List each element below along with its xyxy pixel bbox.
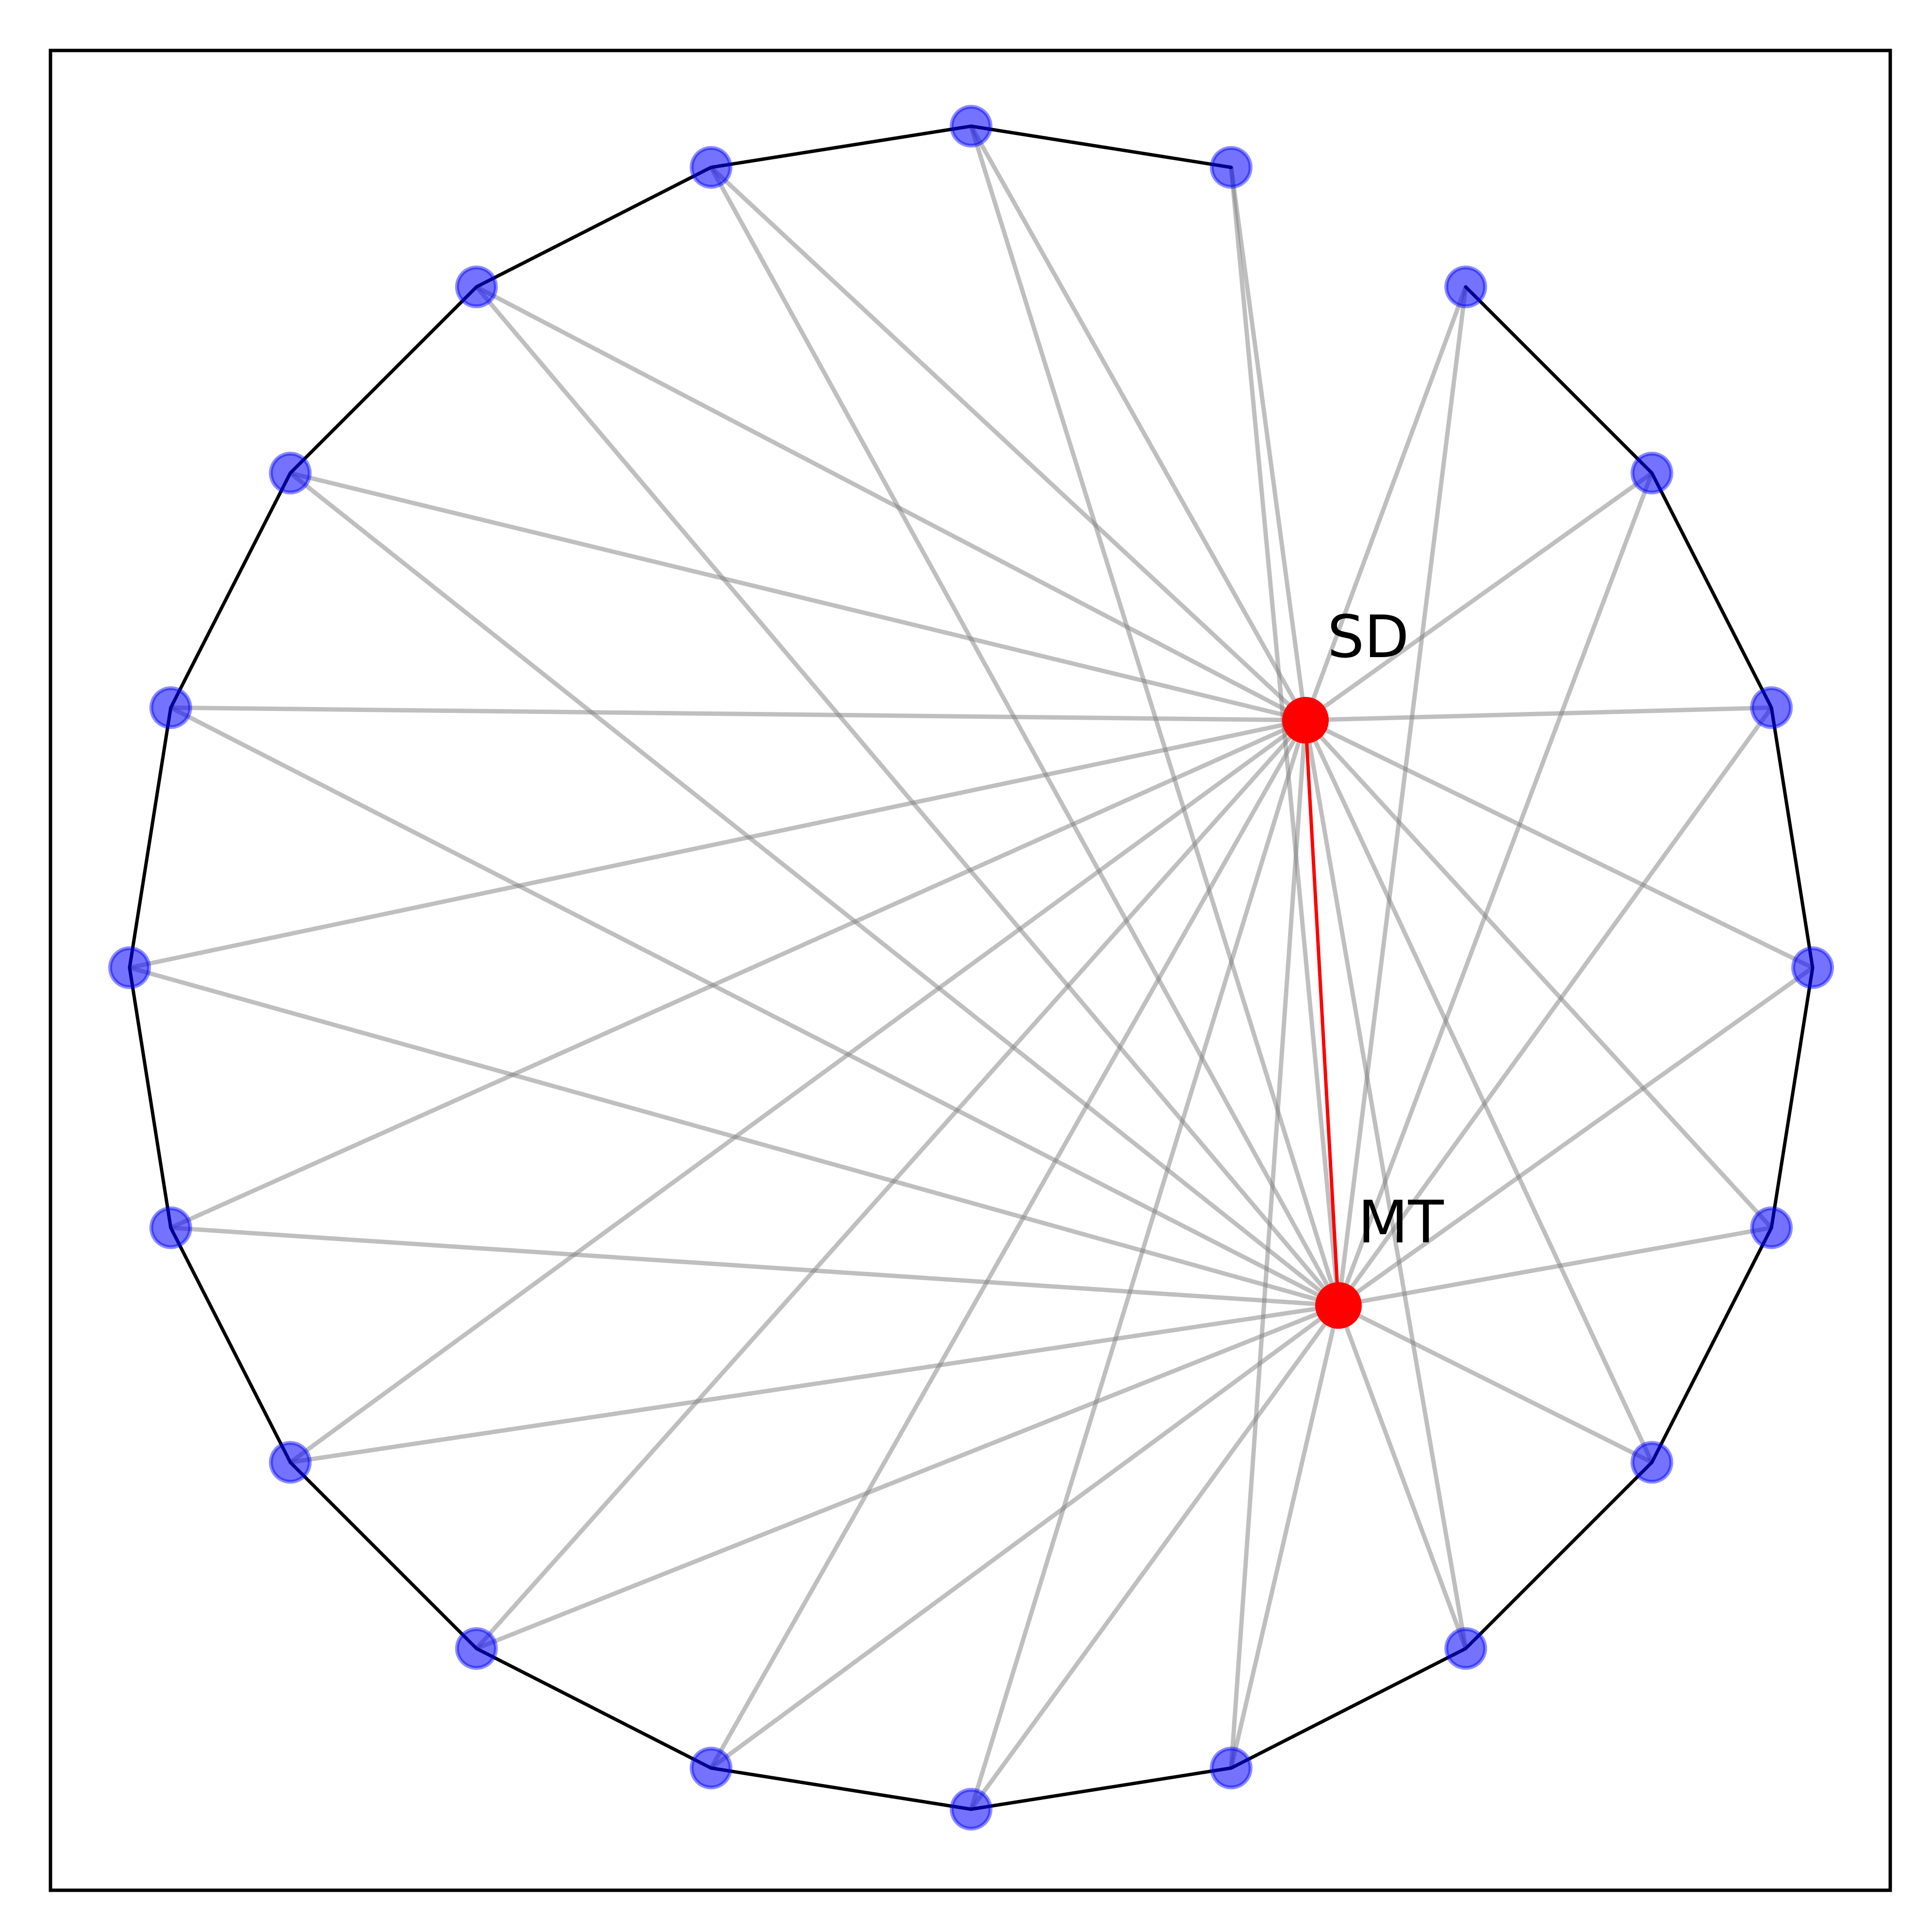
spoke-edge-sd-18 xyxy=(1303,719,1654,1464)
hub-node-sd xyxy=(1282,697,1329,743)
spoke-edge-mt-11 xyxy=(170,1225,1339,1308)
hub-label-mt: MT xyxy=(1358,1189,1444,1256)
ring-node-11 xyxy=(149,1206,192,1249)
ring-edge-11 xyxy=(169,1226,292,1464)
ring-edge-12 xyxy=(288,1460,479,1651)
ring-node-8 xyxy=(269,451,312,495)
ring-node-19 xyxy=(1750,1206,1793,1249)
ring-edge-0 xyxy=(1769,706,1815,970)
ring-node-0 xyxy=(1791,946,1834,989)
ring-edge-14 xyxy=(709,1766,973,1811)
hub-node-mt xyxy=(1315,1282,1362,1329)
spoke-edge-mt-15 xyxy=(969,1304,1340,1811)
spoke-edge-sd-8 xyxy=(290,471,1306,723)
ring-edge-9 xyxy=(128,706,173,970)
ring-node-14 xyxy=(690,1747,733,1790)
ring-edge-7 xyxy=(288,285,479,475)
spoke-edge-sd-5 xyxy=(969,125,1307,722)
ring-node-18 xyxy=(1630,1441,1673,1484)
ring-node-5 xyxy=(950,105,992,148)
spoke-edge-mt-1 xyxy=(1337,706,1773,1307)
spoke-edge-sd-15 xyxy=(969,719,1308,1810)
ring-nodes xyxy=(108,105,1834,1831)
spoke-edge-mt-8 xyxy=(289,471,1340,1307)
ring-edge-16 xyxy=(1229,1647,1468,1770)
ring-edge-15 xyxy=(969,1766,1233,1811)
ring-edge-4 xyxy=(969,124,1233,169)
spoke-edge-sd-13 xyxy=(475,719,1307,1650)
spoke-edge-mt-14 xyxy=(710,1304,1340,1770)
hub-link-edge xyxy=(1304,720,1340,1306)
spoke-edge-mt-17 xyxy=(1336,1305,1468,1650)
spoke-edge-mt-18 xyxy=(1337,1303,1653,1465)
spoke-edges xyxy=(129,125,1814,1811)
ring-edge-19 xyxy=(1769,966,1815,1230)
ring-edge-6 xyxy=(475,165,713,289)
ring-node-13 xyxy=(455,1627,498,1670)
spoke-edge-sd-7 xyxy=(475,285,1307,722)
spoke-edge-sd-14 xyxy=(709,719,1307,1769)
spoke-edge-sd-17 xyxy=(1303,720,1468,1649)
spoke-edge-sd-2 xyxy=(1304,471,1653,722)
spoke-edge-sd-3 xyxy=(1303,286,1468,721)
spoke-edge-sd-1 xyxy=(1305,705,1772,723)
spoke-edge-mt-7 xyxy=(475,285,1340,1307)
ring-node-7 xyxy=(455,265,498,309)
ring-edge-17 xyxy=(1464,1460,1654,1651)
spoke-edge-mt-6 xyxy=(709,166,1340,1307)
ring-node-10 xyxy=(108,946,151,989)
ring-node-3 xyxy=(1444,265,1487,309)
spoke-edge-mt-0 xyxy=(1337,966,1814,1307)
ring-edge-2 xyxy=(1464,285,1654,475)
spoke-edge-mt-13 xyxy=(476,1303,1339,1651)
ring-node-16 xyxy=(1209,1747,1253,1790)
ring-node-1 xyxy=(1750,686,1793,729)
spoke-edge-mt-16 xyxy=(1229,1305,1341,1769)
spoke-edge-mt-12 xyxy=(290,1303,1339,1465)
spoke-edge-mt-3 xyxy=(1336,286,1468,1306)
spoke-edge-sd-4 xyxy=(1229,167,1308,721)
ring-node-4 xyxy=(1209,146,1253,189)
ring-node-12 xyxy=(269,1441,312,1484)
spoke-edge-sd-6 xyxy=(710,165,1307,722)
ring-edge-13 xyxy=(475,1647,713,1770)
spoke-edge-mt-2 xyxy=(1336,472,1654,1306)
hub-label-sd: SD xyxy=(1327,604,1409,671)
ring-edges xyxy=(128,124,1815,1811)
spoke-edge-sd-9 xyxy=(170,705,1306,723)
spoke-edge-sd-19 xyxy=(1304,718,1773,1229)
ring-edge-8 xyxy=(169,471,292,710)
ring-edge-18 xyxy=(1650,1226,1773,1464)
ring-edge-10 xyxy=(128,966,173,1230)
ring-node-9 xyxy=(149,686,192,729)
spoke-edge-sd-12 xyxy=(289,718,1307,1464)
spoke-edge-sd-16 xyxy=(1229,720,1308,1768)
plot-frame xyxy=(49,49,1892,1892)
ring-node-2 xyxy=(1630,451,1673,495)
ring-node-15 xyxy=(950,1788,992,1831)
spoke-edge-sd-10 xyxy=(129,718,1306,970)
ring-edge-5 xyxy=(709,124,973,169)
ring-node-17 xyxy=(1444,1627,1487,1670)
spoke-edge-sd-11 xyxy=(170,718,1306,1230)
spoke-edge-mt-9 xyxy=(169,706,1340,1308)
spoke-edge-mt-19 xyxy=(1338,1225,1772,1308)
ring-edge-1 xyxy=(1650,471,1773,710)
spoke-edge-sd-0 xyxy=(1305,718,1814,970)
ring-node-6 xyxy=(690,146,733,189)
